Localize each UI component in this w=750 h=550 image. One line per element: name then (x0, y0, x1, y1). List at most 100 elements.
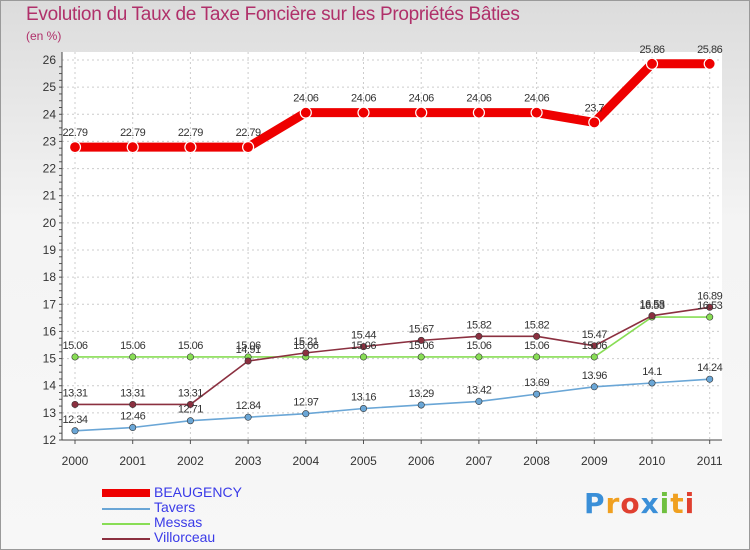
data-point-tavers (71, 427, 79, 435)
data-label-tavers: 12.84 (236, 400, 261, 412)
y-tick-label: 21 (43, 189, 57, 203)
data-point-beaugency (184, 141, 197, 154)
data-point-villorceau (244, 357, 252, 365)
series-line-tavers (74, 378, 711, 432)
y-tick-label: 17 (43, 297, 57, 311)
data-point-messas (359, 353, 367, 361)
logo-letter: x (640, 487, 660, 520)
data-point-messas (129, 353, 137, 361)
series-line-beaugency (70, 59, 715, 152)
data-label-tavers: 12.97 (293, 397, 318, 409)
legend-swatch-messas (102, 523, 150, 525)
legend: BEAUGENCY Tavers Messas Villorceau (102, 484, 342, 546)
data-label-tavers: 13.16 (351, 392, 376, 404)
data-point-messas (533, 353, 541, 361)
y-tick-label: 19 (43, 243, 57, 257)
y-tick-label: 24 (43, 107, 57, 121)
legend-swatch-beaugency (102, 489, 150, 497)
data-label-beaugency: 22.79 (120, 127, 145, 139)
y-tick-label: 18 (43, 270, 57, 284)
data-label-villorceau: 14.91 (236, 344, 261, 356)
data-label-tavers: 13.69 (524, 377, 549, 389)
data-point-beaugency (242, 141, 255, 154)
data-point-villorceau (706, 303, 714, 311)
x-tick-label: 2002 (177, 454, 204, 468)
data-label-villorceau: 15.67 (409, 323, 434, 335)
data-label-messas: 15.06 (409, 340, 434, 352)
data-label-tavers: 13.29 (409, 388, 434, 400)
legend-item-messas: Messas (102, 514, 342, 531)
data-label-beaugency: 24.06 (409, 93, 434, 105)
data-label-messas: 15.06 (524, 340, 549, 352)
data-label-tavers: 13.42 (466, 384, 491, 396)
x-tick-label: 2008 (523, 454, 550, 468)
data-label-tavers: 13.96 (582, 370, 607, 382)
data-point-villorceau (533, 332, 541, 340)
data-point-tavers (359, 405, 367, 413)
data-point-messas (186, 353, 194, 361)
data-point-messas (71, 353, 79, 361)
data-label-messas: 15.06 (62, 340, 87, 352)
data-label-villorceau: 13.31 (178, 387, 203, 399)
data-point-beaugency (703, 57, 716, 70)
x-tick-label: 2007 (466, 454, 493, 468)
legend-label-beaugency: BEAUGENCY (154, 484, 242, 500)
data-point-villorceau (648, 312, 656, 320)
logo-letter: o (620, 487, 641, 520)
data-label-messas: 16.53 (697, 300, 722, 312)
data-point-villorceau (359, 343, 367, 351)
y-tick-label: 15 (43, 352, 57, 366)
proxiti-logo: Proxiti (584, 487, 695, 520)
y-tick-label: 25 (43, 80, 57, 94)
data-point-beaugency (126, 141, 139, 154)
legend-item-beaugency: BEAUGENCY (102, 484, 342, 501)
data-point-tavers (475, 397, 483, 405)
data-point-messas (590, 353, 598, 361)
x-tick-label: 2010 (639, 454, 666, 468)
legend-label-villorceau: Villorceau (154, 529, 216, 545)
x-tick-label: 2000 (62, 454, 89, 468)
logo-letter: P (584, 487, 606, 520)
data-point-villorceau (590, 342, 598, 350)
data-label-tavers: 14.1 (642, 366, 662, 378)
data-label-villorceau: 16.58 (639, 299, 664, 311)
data-label-beaugency: 25.86 (639, 44, 664, 56)
data-point-villorceau (475, 332, 483, 340)
legend-item-tavers: Tavers (102, 500, 342, 516)
logo-letter: i (659, 487, 671, 520)
data-label-beaugency: 23.7 (585, 102, 605, 114)
legend-label-messas: Messas (154, 514, 203, 530)
data-point-tavers (244, 413, 252, 421)
data-point-tavers (706, 375, 714, 383)
data-point-tavers (590, 383, 598, 391)
data-label-messas: 16.53 (639, 300, 664, 312)
x-tick-label: 2001 (119, 454, 146, 468)
x-tick-label: 2005 (350, 454, 377, 468)
y-tick-label: 13 (43, 406, 57, 420)
logo-letter: r (605, 487, 621, 520)
data-point-beaugency (299, 106, 312, 119)
data-label-beaugency: 22.79 (178, 127, 203, 139)
data-point-messas (417, 353, 425, 361)
data-label-villorceau: 13.31 (62, 387, 87, 399)
data-label-beaugency: 22.79 (62, 127, 87, 139)
x-tick-label: 2003 (235, 454, 262, 468)
y-tick-label: 22 (43, 162, 57, 176)
data-label-messas: 15.06 (120, 340, 145, 352)
data-point-villorceau (417, 336, 425, 344)
data-label-villorceau: 15.82 (524, 319, 549, 331)
y-tick-label: 14 (43, 379, 57, 393)
legend-item-villorceau: Villorceau (102, 529, 342, 546)
data-point-messas (475, 353, 483, 361)
data-point-tavers (417, 401, 425, 409)
data-point-beaugency (472, 106, 485, 119)
chart-title: Evolution du Taux de Taxe Foncière sur l… (26, 4, 520, 25)
data-point-messas (706, 313, 714, 321)
data-label-villorceau: 15.47 (582, 329, 607, 341)
data-point-villorceau (302, 349, 310, 357)
data-label-messas: 15.06 (293, 340, 318, 352)
y-axis-unit: (en %) (26, 29, 62, 43)
logo-letter: i (684, 487, 696, 520)
y-tick-label: 23 (43, 134, 57, 148)
